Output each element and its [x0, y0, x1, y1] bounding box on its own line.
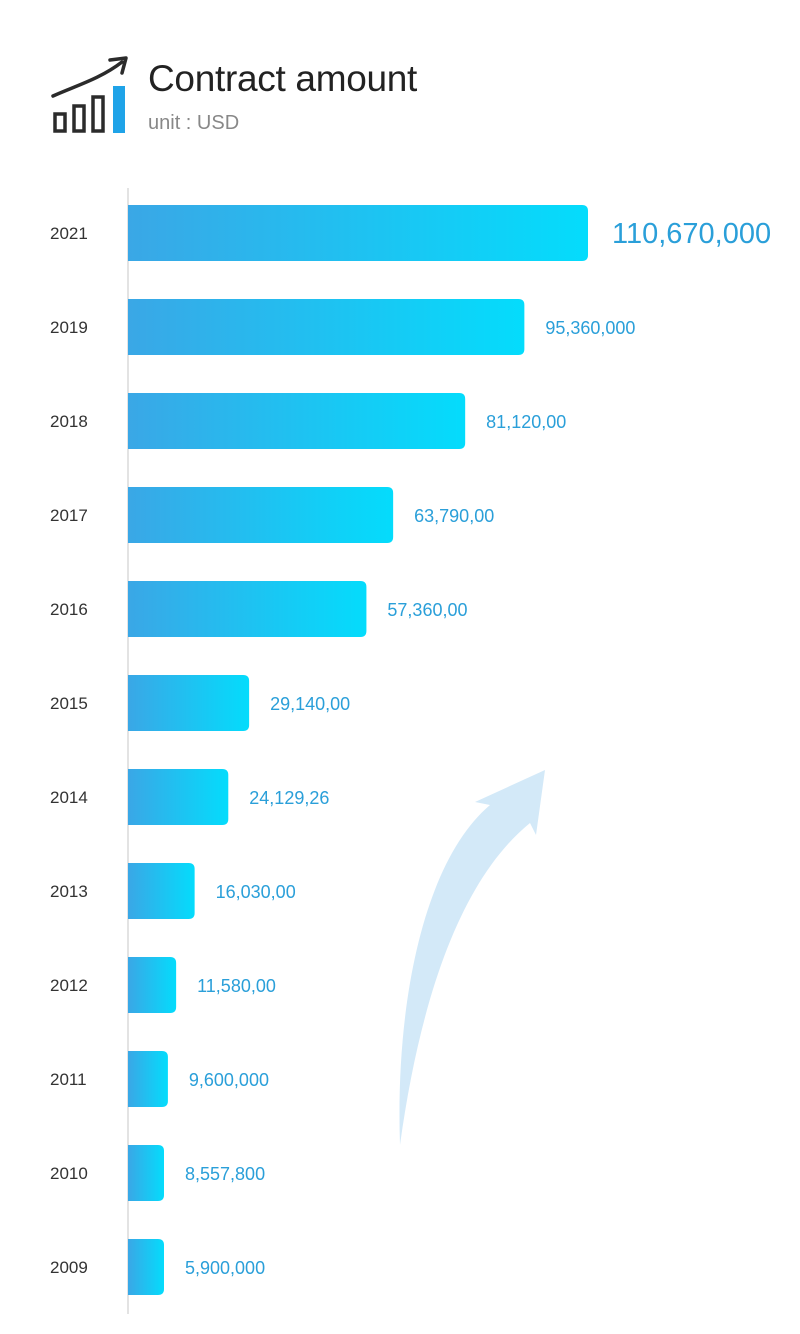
value-label: 11,580,00 [197, 976, 276, 996]
value-label: 8,557,800 [185, 1164, 265, 1184]
year-label: 2019 [50, 318, 88, 337]
bar-2019 [128, 299, 525, 355]
year-label: 2014 [50, 788, 88, 807]
chart-title: Contract amount [148, 58, 418, 99]
year-label: 2018 [50, 412, 88, 431]
value-label: 95,360,000 [545, 318, 635, 338]
bar-2014 [128, 769, 229, 825]
bar-2018 [128, 393, 466, 449]
bar-2011 [128, 1051, 168, 1107]
year-label: 2013 [50, 882, 88, 901]
value-label: 29,140,00 [270, 694, 350, 714]
value-label: 63,790,00 [414, 506, 494, 526]
year-label: 2015 [50, 694, 88, 713]
year-label: 2009 [50, 1258, 88, 1277]
bar-2016 [128, 581, 367, 637]
bar-2013 [128, 863, 195, 919]
bar-2017 [128, 487, 394, 543]
bar-2009 [128, 1239, 164, 1295]
bar-2012 [128, 957, 177, 1013]
year-label: 2021 [50, 224, 88, 243]
value-label: 9,600,000 [189, 1070, 269, 1090]
year-label: 2017 [50, 506, 88, 525]
chart-header: Contract amount unit : USD [0, 0, 800, 160]
value-label: 24,129,26 [249, 788, 329, 808]
year-label: 2010 [50, 1164, 88, 1183]
value-label: 81,120,00 [486, 412, 566, 432]
bar-2021 [128, 205, 588, 261]
growth-chart-icon [51, 56, 128, 133]
bar-2010 [128, 1145, 164, 1201]
bar-2015 [128, 675, 250, 731]
trend-arrow [399, 770, 545, 1145]
value-label: 110,670,000 [612, 218, 771, 250]
year-label: 2016 [50, 600, 88, 619]
year-label: 2012 [50, 976, 88, 995]
value-label: 57,360,00 [387, 600, 467, 620]
value-label: 5,900,000 [185, 1258, 265, 1278]
value-label: 16,030,00 [216, 882, 296, 902]
year-label: 2011 [50, 1070, 87, 1089]
chart-unit: unit : USD [148, 112, 240, 134]
